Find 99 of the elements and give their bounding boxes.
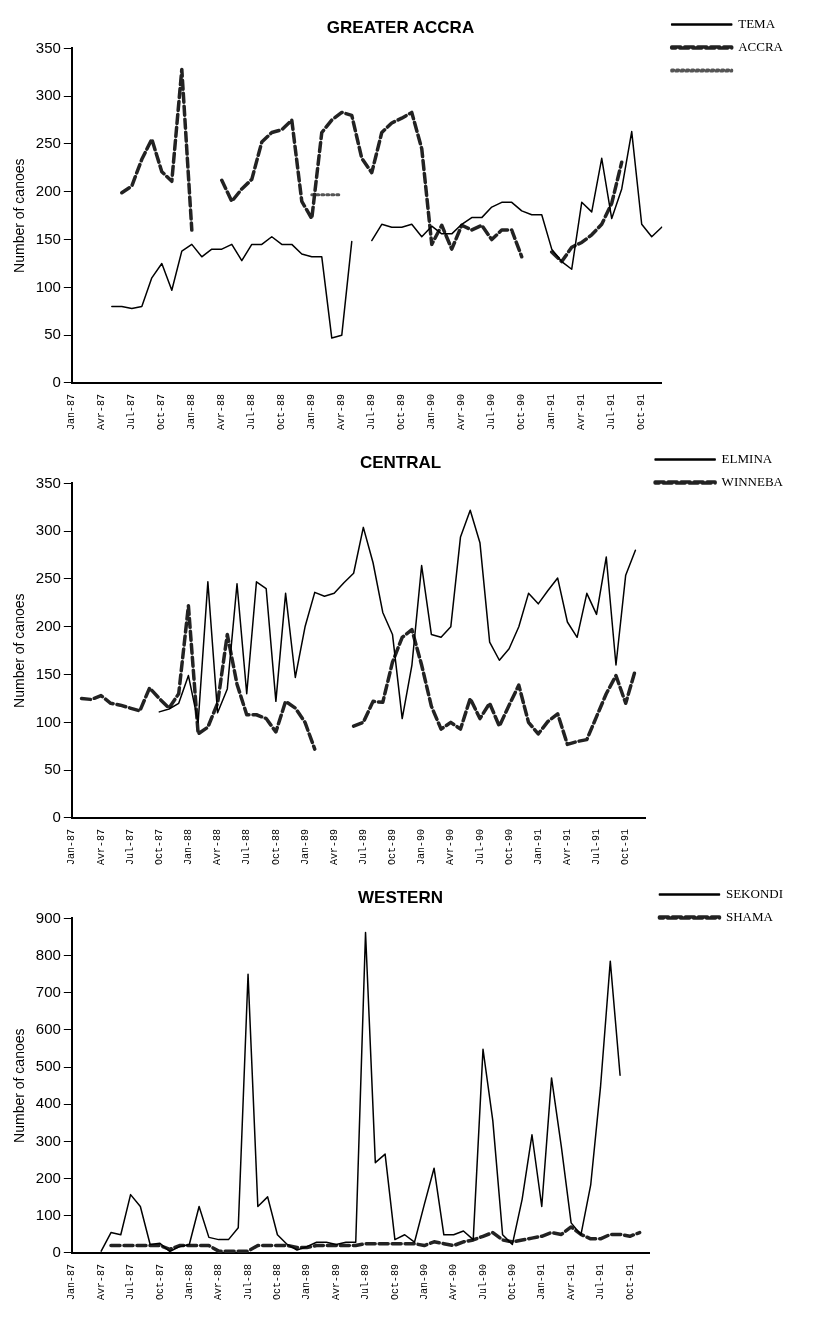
x-tick-label: Avr-90 bbox=[456, 393, 468, 431]
legend-label: SEKONDI bbox=[725, 885, 784, 901]
x-tick-label: Avr-90 bbox=[445, 828, 457, 866]
y-tick-label: 50 bbox=[44, 325, 61, 343]
x-tick-label: Jan-87 bbox=[66, 1263, 78, 1301]
y-tick-label: 350 bbox=[35, 473, 61, 491]
x-tick-label: Jan-90 bbox=[418, 1263, 430, 1301]
y-tick-label: 800 bbox=[35, 945, 61, 963]
x-tick-label: Jan-90 bbox=[426, 393, 438, 431]
y-tick-label: 900 bbox=[35, 908, 61, 926]
y-tick-label: 300 bbox=[35, 86, 61, 104]
x-tick-label: Oct-91 bbox=[636, 393, 648, 431]
chart-title: WESTERN bbox=[358, 887, 443, 907]
y-axis-title: Number of canoes bbox=[11, 593, 28, 708]
y-tick-label: 250 bbox=[35, 569, 61, 587]
x-tick-label: Avr-87 bbox=[96, 393, 108, 431]
x-tick-label: Jul-88 bbox=[242, 1263, 254, 1301]
x-tick-label: Jul-89 bbox=[360, 1263, 372, 1301]
legend-label: TEMA bbox=[738, 15, 776, 31]
x-tick-label: Jan-89 bbox=[299, 828, 311, 866]
x-tick-label: Jan-90 bbox=[416, 828, 428, 866]
x-tick-label: Jul-87 bbox=[124, 828, 136, 866]
x-tick-label: Oct-88 bbox=[270, 828, 282, 866]
x-tick-label: Jul-91 bbox=[591, 828, 603, 866]
x-tick-label: Oct-91 bbox=[624, 1263, 636, 1301]
y-tick-label: 700 bbox=[35, 982, 61, 1000]
y-tick-label: 200 bbox=[35, 616, 61, 634]
x-tick-label: Jan-91 bbox=[532, 828, 544, 866]
y-tick-label: 300 bbox=[35, 1131, 61, 1149]
y-tick-label: 250 bbox=[35, 134, 61, 152]
legend-label: ACCRA bbox=[738, 38, 784, 54]
x-tick-label: Jul-90 bbox=[486, 393, 498, 431]
x-tick-label: Avr-88 bbox=[213, 1263, 225, 1301]
x-tick-label: Jan-88 bbox=[186, 393, 198, 431]
chart-title: GREATER ACCRA bbox=[326, 17, 475, 37]
x-tick-label: Avr-87 bbox=[95, 828, 107, 866]
x-tick-label: Jan-89 bbox=[301, 1263, 313, 1301]
y-tick-label: 100 bbox=[35, 712, 61, 730]
x-tick-label: Avr-88 bbox=[212, 828, 224, 866]
chart-title: CENTRAL bbox=[359, 452, 442, 472]
x-tick-label: Oct-90 bbox=[507, 1263, 519, 1301]
y-tick-label: 100 bbox=[35, 1205, 61, 1223]
x-tick-label: Oct-87 bbox=[153, 828, 165, 866]
y-tick-label: 600 bbox=[35, 1020, 61, 1038]
y-tick-label: 100 bbox=[35, 277, 61, 295]
x-tick-label: Avr-89 bbox=[330, 1263, 342, 1301]
y-axis-title: Number of canoes bbox=[11, 158, 28, 273]
x-tick-label: Oct-88 bbox=[276, 393, 288, 431]
x-tick-label: Jul-90 bbox=[474, 828, 486, 866]
x-tick-label: Oct-87 bbox=[156, 393, 168, 431]
x-tick-label: Oct-89 bbox=[387, 828, 399, 866]
x-tick-label: Jan-91 bbox=[536, 1263, 548, 1301]
x-tick-label: Jul-88 bbox=[241, 828, 253, 866]
x-tick-label: Jul-91 bbox=[595, 1263, 607, 1301]
y-tick-label: 300 bbox=[35, 521, 61, 539]
line-series bbox=[109, 1225, 642, 1253]
y-tick-label: 200 bbox=[35, 1168, 61, 1186]
x-tick-label: Jul-89 bbox=[357, 828, 369, 866]
y-tick-label: 400 bbox=[35, 1094, 61, 1112]
y-tick-label: 50 bbox=[44, 760, 61, 778]
y-tick-label: 150 bbox=[35, 664, 61, 682]
y-tick-label: 0 bbox=[52, 1243, 61, 1261]
x-tick-label: Oct-91 bbox=[620, 828, 632, 866]
y-tick-label: 200 bbox=[35, 181, 61, 199]
y-tick-label: 500 bbox=[35, 1057, 61, 1075]
x-tick-label: Jul-89 bbox=[366, 393, 378, 431]
y-axis-title: Number of canoes bbox=[11, 1028, 28, 1143]
x-tick-label: Oct-90 bbox=[503, 828, 515, 866]
x-tick-label: Jan-88 bbox=[183, 828, 195, 866]
legend-label: ELMINA bbox=[721, 450, 773, 466]
x-tick-label: Oct-89 bbox=[396, 393, 408, 431]
x-tick-label: Avr-91 bbox=[565, 1263, 577, 1301]
x-tick-label: Jan-87 bbox=[66, 393, 78, 431]
x-tick-label: Avr-91 bbox=[576, 393, 588, 431]
x-tick-label: Jul-87 bbox=[125, 1263, 137, 1301]
legend-label: WINNEBA bbox=[721, 473, 784, 489]
x-tick-label: Avr-87 bbox=[95, 1263, 107, 1301]
x-tick-label: Oct-87 bbox=[154, 1263, 166, 1301]
x-tick-label: Jul-87 bbox=[126, 393, 138, 431]
legend-label: SHAMA bbox=[725, 908, 774, 924]
x-tick-label: Oct-90 bbox=[516, 393, 528, 431]
x-tick-label: Jul-91 bbox=[606, 393, 618, 431]
x-tick-label: Jul-88 bbox=[246, 393, 258, 431]
x-tick-label: Jan-87 bbox=[66, 828, 78, 866]
y-tick-label: 350 bbox=[35, 38, 61, 56]
x-tick-label: Jan-91 bbox=[546, 393, 558, 431]
x-tick-label: Oct-89 bbox=[389, 1263, 401, 1301]
x-tick-label: Avr-89 bbox=[328, 828, 340, 866]
x-tick-label: Jul-90 bbox=[477, 1263, 489, 1301]
x-tick-label: Avr-91 bbox=[562, 828, 574, 866]
x-tick-label: Avr-89 bbox=[336, 393, 348, 431]
x-tick-label: Jan-89 bbox=[306, 393, 318, 431]
x-tick-label: Jan-88 bbox=[183, 1263, 195, 1301]
y-tick-label: 0 bbox=[52, 808, 61, 826]
y-tick-label: 150 bbox=[35, 229, 61, 247]
x-tick-label: Avr-88 bbox=[216, 393, 228, 431]
y-tick-label: 0 bbox=[52, 373, 61, 391]
x-tick-label: Avr-90 bbox=[448, 1263, 460, 1301]
x-tick-label: Oct-88 bbox=[272, 1263, 284, 1301]
